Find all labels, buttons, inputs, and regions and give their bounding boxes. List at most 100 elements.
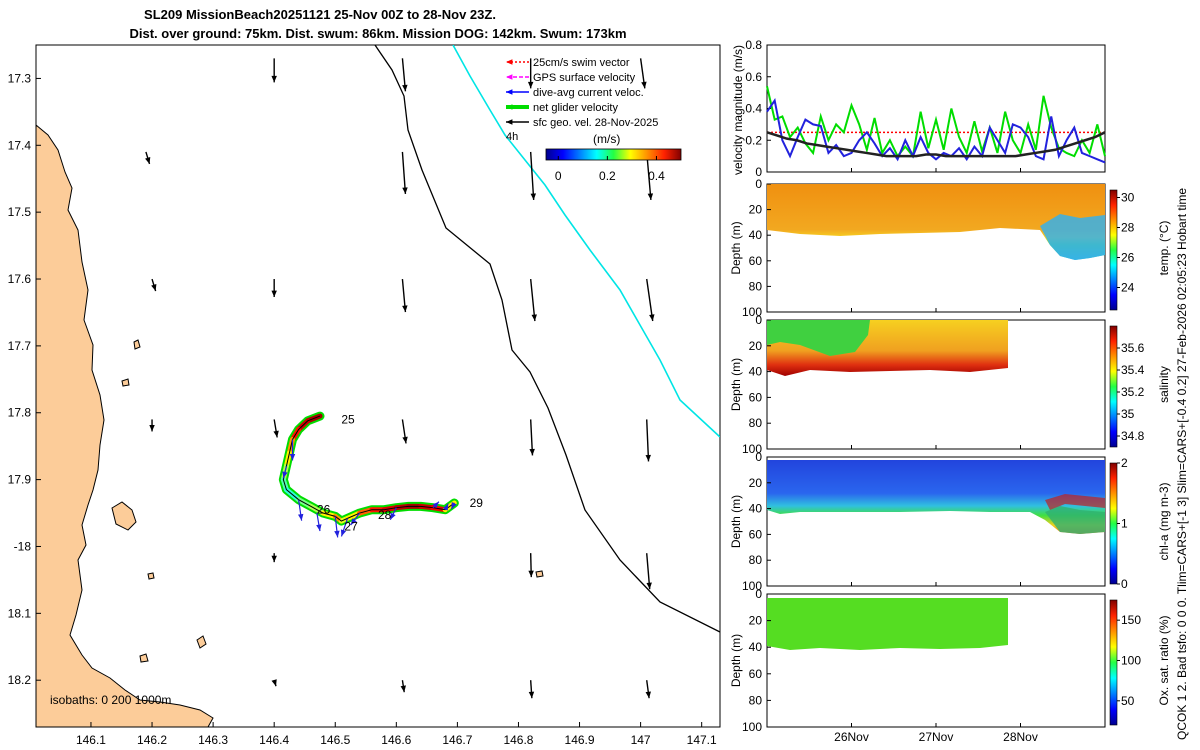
map-x-tick-label: 146.1 [76,733,106,747]
chlorophyll-field [767,460,1105,534]
legend-line-head [506,59,513,65]
island [535,570,544,578]
velocity-panel: 0 0.2 0.4 0.6 0.8 velocity magnitude (m/s) [731,38,1106,179]
geostrophic-vectors [145,58,655,699]
colorbar-tick-label: 50 [1121,694,1135,708]
day-label: 29 [470,496,484,510]
map-y-tick-label: 18.1 [8,606,32,620]
oxygen-panel [766,593,1106,728]
depth-ylabel: Depth (m) [729,358,743,411]
day-label: 25 [341,412,355,426]
map-frame [35,44,721,728]
depth-tick-label: 20 [749,476,763,490]
depth-tick-label: 40 [749,640,763,654]
map-x-tick-label: 146.9 [565,733,595,747]
island [121,378,130,387]
chlorophyll-deep [1045,506,1105,534]
time-tick-label: 26Nov [834,730,869,744]
colorbar-tick-label: 30 [1121,191,1135,205]
dive-vector-head [282,471,288,479]
dive-avg-vectors [282,439,457,538]
colorbar-tick-label: 100 [1121,653,1141,667]
dive-vector-head [390,512,396,520]
map-x-tick-label: 146.7 [442,733,472,747]
figure-title-line2: Dist. over ground: 75km. Dist. swum: 86k… [129,26,626,41]
velocity-series-line [766,86,1106,159]
time-marker: 4h [506,131,518,143]
geo-vector-head [271,75,277,83]
dive-vector-head [432,501,439,509]
temperature-colorbar [1109,189,1118,311]
legend-label: 25cm/s swim vector [533,57,630,69]
oxygen-colorbar-label: Ox. sat. ratio (%) [1157,615,1171,705]
geo-vector-head [402,84,408,92]
depth-tick-label: 40 [749,228,763,242]
map-y-tick-label: 17.4 [8,138,32,152]
colorbar-tick-label: 35.2 [1121,385,1145,399]
isobath-label: isobaths: 0 200 1000m [50,693,171,707]
colorbar-tick-label: 24 [1121,281,1135,295]
depth-tick-label: 40 [749,502,763,516]
geo-vector-head [645,454,651,462]
colorbar-tick-label: 35.4 [1121,363,1145,377]
dive-vector-head [297,513,304,521]
colorbar-label: (m/s) [593,132,620,146]
map-x-tick-label: 146.3 [198,733,228,747]
depth-tick-label: 100 [742,305,762,319]
salinity-colorbar [1109,325,1118,448]
colorbar-tick-label: 26 [1121,251,1135,265]
velocity-tick-label: 0 [755,165,762,179]
geo-vector-head [528,570,534,578]
colorbar-tick-label: 1 [1121,517,1128,531]
map-x-tick-label: 146.2 [137,733,167,747]
geo-vector-head [528,691,535,699]
map-y-tick-label: 17.3 [8,71,32,85]
depth-tick-label: 20 [749,614,763,628]
velocity-series [766,86,1106,164]
colorbar-tick-label: 0 [1121,577,1128,591]
depth-axes: 0 20 40 60 80 100 Depth (m) 0 20 40 60 80 100 Depth (… [729,177,771,734]
geo-vector-head [151,284,157,292]
geo-vector-head [145,157,151,164]
map-x-ticks: 146.1 146.2 146.3 146.4 146.5 146.6 146.7 146.8… [76,722,717,747]
chlorophyll-colorbar [1109,462,1118,585]
time-tick-label: 27Nov [919,730,954,744]
salinity-colorbar-label: salinity [1157,366,1171,403]
velocity-series-line [766,131,1106,158]
dive-vector-head [451,502,457,510]
island [139,653,149,663]
geo-vector [646,419,650,462]
colorbar-tick-label: 0.4 [648,169,665,183]
velocity-series-line [766,98,1106,164]
velocity-tick-label: 0.2 [745,133,762,147]
depth-tick-label: 100 [742,579,762,593]
depth-tick-label: 40 [749,365,763,379]
island [133,339,141,350]
map-x-tick-label: 146.5 [320,733,350,747]
dive-vector-head [350,518,357,526]
depth-ylabel: Depth (m) [729,634,743,687]
colorbar-tick-label: 0 [555,169,562,183]
dive-vector-head [442,503,449,511]
coastline-land [36,124,214,727]
geo-vector-head [529,448,535,456]
time-axis: 26Nov 27Nov 28Nov [834,168,1038,744]
map-x-tick-label: 146.4 [259,733,289,747]
velocity-ylabel: velocity magnitude (m/s) [731,45,745,175]
map-y-tick-label: 17.6 [8,272,32,286]
dive-vector-head [340,529,347,537]
figure-title-line1: SL209 MissionBeach20251121 25-Nov 00Z to… [144,7,496,22]
velocity-frame [766,44,1106,173]
depth-tick-label: 0 [755,177,762,191]
geo-vector [401,151,407,195]
dive-vector-head [289,454,296,461]
island [147,572,155,580]
depth-tick-label: 0 [755,450,762,464]
side-note: QCOK 1 2. Bad tsfo: 0 0 0. Tlim=CARS+[-1… [1175,188,1189,740]
depth-tick-label: 20 [749,203,763,217]
geo-vector-head [531,314,537,322]
depth-tick-label: 80 [749,553,763,567]
colorbar-tick-label: 35 [1121,407,1135,421]
day-label: 28 [378,508,392,522]
